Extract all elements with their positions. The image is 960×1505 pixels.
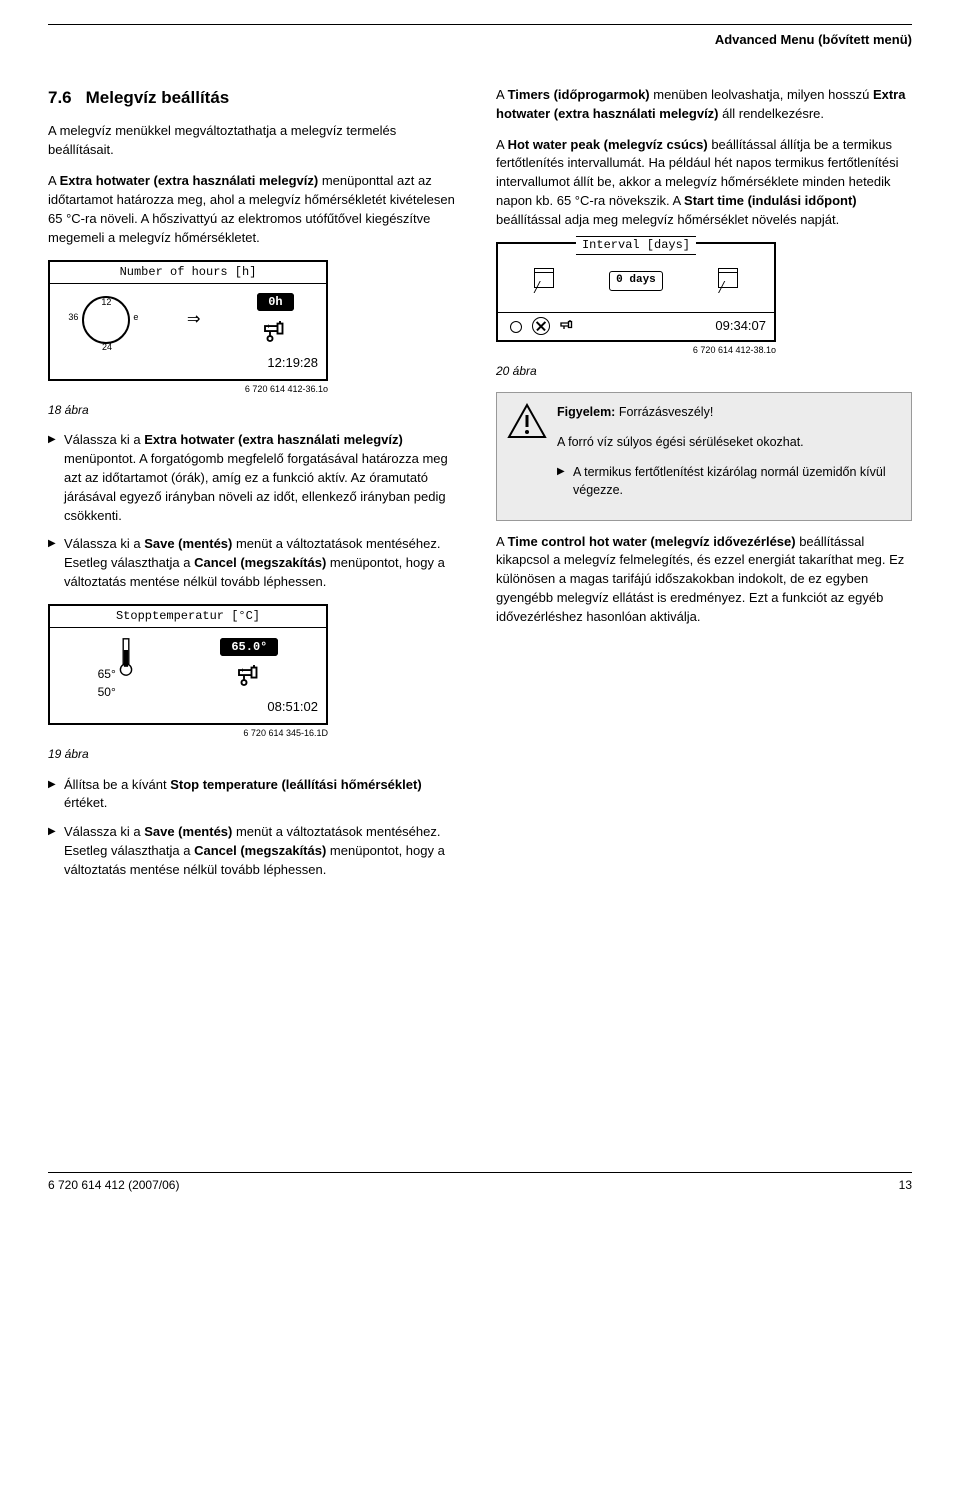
footer-doc-id: 6 720 614 412 (2007/06)	[48, 1177, 179, 1194]
warning-text: A forró víz súlyos égési sérüléseket oko…	[557, 433, 899, 451]
tap-icon: +	[260, 316, 290, 346]
calendar-crossed-icon: ⁄	[718, 268, 738, 294]
figure-19-time: 08:51:02	[267, 698, 318, 717]
sun-icon	[506, 317, 524, 335]
extra-hotwater-paragraph: A Extra hotwater (extra használati meleg…	[48, 172, 464, 247]
figure-18-code: 6 720 614 412-36.1o	[245, 383, 328, 396]
tap-icon	[558, 317, 576, 335]
figure-18-title: Number of hours [h]	[50, 262, 326, 284]
tap-icon: +	[234, 660, 264, 690]
figure-20-code: 6 720 614 412-38.1o	[693, 344, 776, 357]
footer-page-number: 13	[899, 1177, 912, 1194]
figure-19-upper-temp: 65°	[98, 667, 116, 681]
list-item: Válassza ki a Extra hotwater (extra hasz…	[48, 431, 464, 525]
warning-icon	[507, 403, 547, 439]
warning-box: Figyelem: Forrázásveszély! A forró víz s…	[496, 392, 912, 521]
section-title-text: Melegvíz beállítás	[86, 88, 230, 107]
figure-19-title: Stopptemperatur [°C]	[50, 606, 326, 628]
figure-19-lower-temp: 50°	[98, 684, 134, 701]
hotwater-peak-paragraph: A Hot water peak (melegvíz csúcs) beállí…	[496, 136, 912, 230]
figure-18-value: 0h	[257, 293, 293, 311]
figure-18-time: 12:19:28	[267, 354, 318, 373]
thermometer-icon	[119, 636, 133, 683]
figure-18-label: 18 ábra	[48, 402, 464, 419]
figure-19-value: 65.0°	[220, 638, 278, 656]
figure-20-title: Interval [days]	[576, 236, 696, 255]
time-control-paragraph: A Time control hot water (melegvíz időve…	[496, 533, 912, 627]
section-number: 7.6	[48, 86, 72, 111]
right-column: A Timers (időprogarmok) menüben leolvash…	[496, 86, 912, 892]
warning-title: Figyelem: Forrázásveszély!	[557, 403, 899, 421]
figure-20-box: Interval [days] ⁄ 0 days ⁄	[496, 242, 776, 342]
intro-paragraph: A melegvíz menükkel megváltoztathatja a …	[48, 122, 464, 160]
warning-bullet: A termikus fertőtlenítést kizárólag norm…	[557, 463, 899, 499]
section-title: 7.6 Melegvíz beállítás	[48, 86, 464, 111]
figure-19-label: 19 ábra	[48, 746, 464, 763]
figure-20-value: 0 days	[609, 271, 663, 291]
arrow-icon: ⇒	[187, 304, 200, 336]
list-item: Válassza ki a Save (mentés) menüt a vált…	[48, 823, 464, 880]
svg-text:+: +	[241, 668, 246, 676]
figure-20-label: 20 ábra	[496, 363, 912, 380]
bullet-list-2: Állítsa be a kívánt Stop temperature (le…	[48, 776, 464, 880]
page-footer: 6 720 614 412 (2007/06) 13	[48, 1172, 912, 1194]
page-header: Advanced Menu (bővített menü)	[48, 31, 912, 50]
left-column: 7.6 Melegvíz beállítás A melegvíz menükke…	[48, 86, 464, 892]
list-item: Válassza ki a Save (mentés) menüt a vált…	[48, 535, 464, 592]
figure-20-time: 09:34:07	[715, 317, 766, 336]
svg-text:+: +	[267, 323, 272, 331]
figure-18-box: Number of hours [h] 12 36 e 24 ⇒ 0h +	[48, 260, 328, 381]
calendar-crossed-icon: ⁄	[534, 268, 554, 294]
figure-19-box: Stopptemperatur [°C] 65° 50° 65.0° +	[48, 604, 328, 725]
clock-icon: 12 36 e 24	[82, 296, 130, 344]
cancel-icon	[532, 317, 550, 335]
timers-paragraph: A Timers (időprogarmok) menüben leolvash…	[496, 86, 912, 124]
list-item: Állítsa be a kívánt Stop temperature (le…	[48, 776, 464, 814]
figure-19-code: 6 720 614 345-16.1D	[243, 727, 328, 740]
bullet-list-1: Válassza ki a Extra hotwater (extra hasz…	[48, 431, 464, 592]
